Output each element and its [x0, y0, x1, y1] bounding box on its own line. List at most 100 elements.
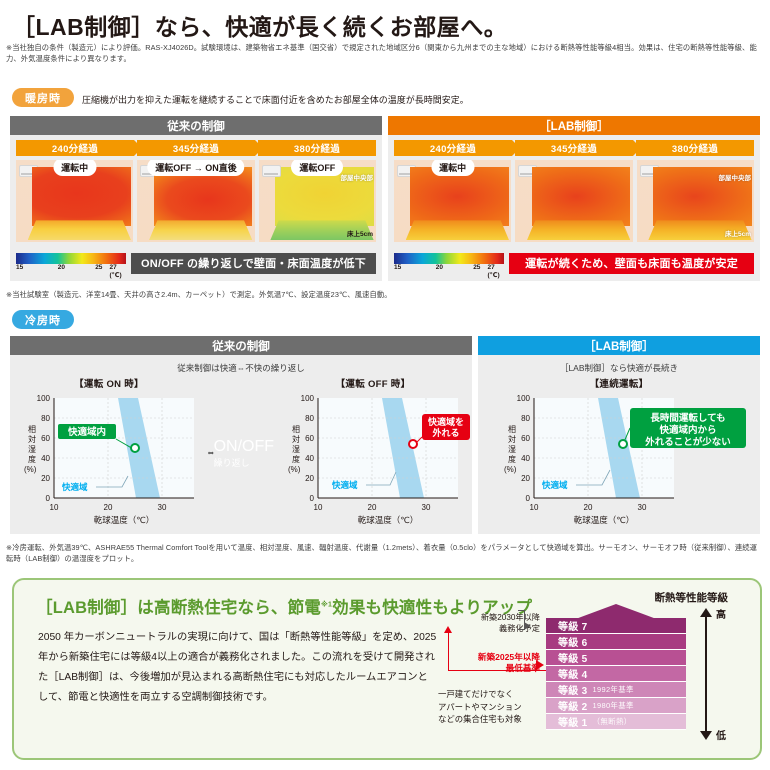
svg-text:度: 度	[28, 454, 36, 464]
temperature-color-scale: 15 20 25 27 (℃)	[394, 253, 504, 279]
axis-line	[705, 616, 707, 732]
axis-label-low: 低	[716, 731, 726, 742]
cooling-panel-lab: ［LAB制御］ ［LAB制御］なら快適が長続き 【連続運転】	[478, 336, 760, 534]
heating-panel-conventional: 従来の制御 240分経過 345分経過 380分経過 運転中 運転OFF → O	[10, 116, 382, 281]
svg-text:湿: 湿	[292, 445, 300, 454]
grade-row-4: 等級 4	[546, 666, 686, 682]
cooling-comparison-block: 従来の制御 従来制御は快適⇔不快の繰り返し 【運転 ON 時】	[10, 336, 760, 534]
summary-body: 2050 年カーボンニュートラルの実現に向けて、国は「断熱等性能等級」を定め、2…	[38, 632, 437, 704]
svg-text:対: 対	[508, 434, 516, 444]
cooling-right-charts: 【連続運転】 100 80 60 40	[478, 376, 760, 537]
svg-text:80: 80	[521, 414, 530, 423]
svg-text:80: 80	[41, 414, 50, 423]
summary-box: ［LAB制御］は高断熱住宅なら、節電※1効果も快適性もよりアップ 2050 年カ…	[12, 578, 762, 760]
svg-text:度: 度	[508, 454, 516, 464]
svg-text:20: 20	[521, 474, 530, 483]
svg-text:100: 100	[517, 394, 531, 403]
svg-text:0: 0	[310, 494, 315, 503]
grade-row-6: 等級 6	[546, 634, 686, 650]
section-pill-cooling: 冷房時	[12, 310, 74, 329]
annotation-box-outside	[422, 414, 470, 440]
time-chip: 345分経過	[137, 140, 263, 156]
svg-text:(%): (%)	[504, 465, 517, 474]
heating-panel-lab: ［LAB制御］ 240分経過 345分経過 380分経過 運転中	[388, 116, 760, 281]
svg-text:外れる: 外れる	[431, 427, 459, 438]
thermal-image: 運転OFF → ON直後	[137, 160, 255, 242]
chart-title: 【連続運転】	[589, 379, 649, 390]
heating-left-bottom-row: 15 20 25 27 (℃) ON/OFF の繰り返しで壁面・床面温度が低下	[16, 250, 376, 279]
heating-lead-text: 圧縮機が出力を抑えた運転を継続することで床面付近を含めたお部屋全体の温度が長時間…	[82, 95, 469, 105]
heating-right-header: ［LAB制御］	[388, 116, 760, 135]
red-baseline	[444, 626, 546, 671]
svg-text:快適域を: 快適域を	[428, 416, 464, 427]
comfort-band	[598, 398, 640, 498]
heating-left-thermal-images: 運転中 運転OFF → ON直後 運転OFF 部屋中央部 床上5cm	[16, 160, 376, 242]
cooling-right-header: ［LAB制御］	[478, 336, 760, 355]
onoff-line1: ON/OFF	[213, 437, 274, 455]
svg-text:80: 80	[305, 414, 314, 423]
annotation-box-continuous	[630, 408, 746, 448]
thermal-image	[515, 160, 633, 242]
chart-svg-off: 100 80 60 40 20 0 10 20 30 相対 湿度 (%) 乾球温度（℃）…	[288, 394, 470, 525]
annotation-apartments: 一戸建てだけでなく アパートやマンション などの集合住宅も対象	[438, 689, 522, 725]
high-low-axis: 高 低	[698, 608, 738, 742]
pyramid-title: 断熱等性能等級	[654, 592, 729, 604]
cooling-left-header: 従来の制御	[10, 336, 472, 355]
svg-text:20: 20	[584, 503, 593, 512]
svg-text:快適域: 快適域	[332, 480, 358, 490]
svg-text:100: 100	[37, 394, 51, 403]
svg-text:30: 30	[422, 503, 431, 512]
label-room-center: 部屋中央部	[718, 175, 751, 182]
arrow-2025-icon	[536, 660, 544, 670]
chart-svg-continuous: 100 80 60 40 20 0 10 20 30 相対 湿度 (%) 乾球温度（℃）…	[504, 394, 746, 525]
svg-text:快適域: 快適域	[62, 482, 88, 492]
time-chip: 380分経過	[636, 140, 754, 156]
svg-text:20: 20	[368, 503, 377, 512]
label-floor-5cm: 床上5cm	[346, 231, 373, 238]
summary-title: ［LAB制御］は高断熱住宅なら、節電※1効果も快適性もよりアップ	[36, 594, 532, 618]
cooling-left-charts: 【運転 ON 時】 100 80 60 40	[10, 376, 472, 537]
chart-title: 【運転 ON 時】	[74, 379, 144, 390]
cooling-footnote: ※冷房運転、外気温39℃、ASHRAE55 Thermal Comfort To…	[6, 543, 758, 563]
cooling-right-subcaption: ［LAB制御］なら快適が長続き	[559, 363, 679, 373]
heating-right-message: 運転が続くため、壁面も床面も温度が安定	[509, 252, 754, 274]
data-point-on	[130, 443, 140, 453]
color-scale-ticks: 15 20 25 27 (℃)	[394, 264, 500, 279]
heating-left-header: 従来の制御	[10, 116, 382, 135]
color-scale-bar	[394, 253, 504, 264]
comfort-band	[382, 398, 424, 498]
color-scale-bar	[16, 253, 126, 264]
heating-right-thermal-images: 運転中 部屋中央部 床上5cm	[394, 160, 754, 242]
thermal-caption: 運転中	[54, 160, 96, 175]
cooling-left-subcaption: 従来制御は快適⇔不快の繰り返し	[177, 363, 305, 373]
annotation-2030: 新築2030年以降 義務化予定	[480, 613, 540, 634]
grade-row-1: 等級 1 （無断熱）	[546, 714, 686, 730]
thermal-caption: 運転OFF → ON直後	[148, 160, 244, 175]
heating-left-message: ON/OFF の繰り返しで壁面・床面温度が低下	[131, 252, 376, 274]
onoff-repeat-arrow: ON/OFF 繰り返し	[208, 424, 274, 482]
data-point-off	[408, 439, 418, 449]
svg-text:(%): (%)	[24, 465, 37, 474]
svg-text:30: 30	[158, 503, 167, 512]
insulation-grade-pyramid: 断熱等性能等級 等級 7 等級 6 等級 5 等級 4 等級 3 1992年基準 …	[436, 590, 746, 748]
svg-text:0: 0	[526, 494, 531, 503]
chart-svg-on: 100 80 60 40 20 0 10 20 30 相対 湿度 (%) 乾球温度（℃）…	[24, 394, 194, 525]
svg-text:60: 60	[521, 434, 530, 443]
svg-text:10: 10	[530, 503, 539, 512]
arrow-up-icon	[700, 608, 712, 617]
aircon-icon	[261, 165, 281, 177]
svg-text:(%): (%)	[288, 465, 301, 474]
grade-stack: 等級 7 等級 6 等級 5 等級 4 等級 3 1992年基準 等級 2 1980…	[546, 604, 686, 730]
svg-text:乾球温度（℃）: 乾球温度（℃）	[574, 515, 635, 525]
heating-right-timeline: 240分経過 345分経過 380分経過	[394, 140, 754, 156]
bracket-2030	[518, 610, 525, 630]
chart-title: 【運転 OFF 時】	[335, 379, 411, 390]
top-footnote: ※当社独自の条件（製造元）により評価。RAS-XJ4026D。試験環境は、建築物…	[6, 43, 757, 63]
page-title: ［LAB制御］なら、快適が長く続くお部屋へ。	[12, 14, 508, 40]
grade-row-3: 等級 3 1992年基準	[546, 682, 686, 698]
time-chip: 380分経過	[258, 140, 376, 156]
grade-row-2: 等級 2 1980年基準	[546, 698, 686, 714]
summary-title-post: 効果も快適性もよりアップ	[332, 599, 533, 617]
cooling-panel-conventional: 従来の制御 従来制御は快適⇔不快の繰り返し 【運転 ON 時】	[10, 336, 472, 534]
